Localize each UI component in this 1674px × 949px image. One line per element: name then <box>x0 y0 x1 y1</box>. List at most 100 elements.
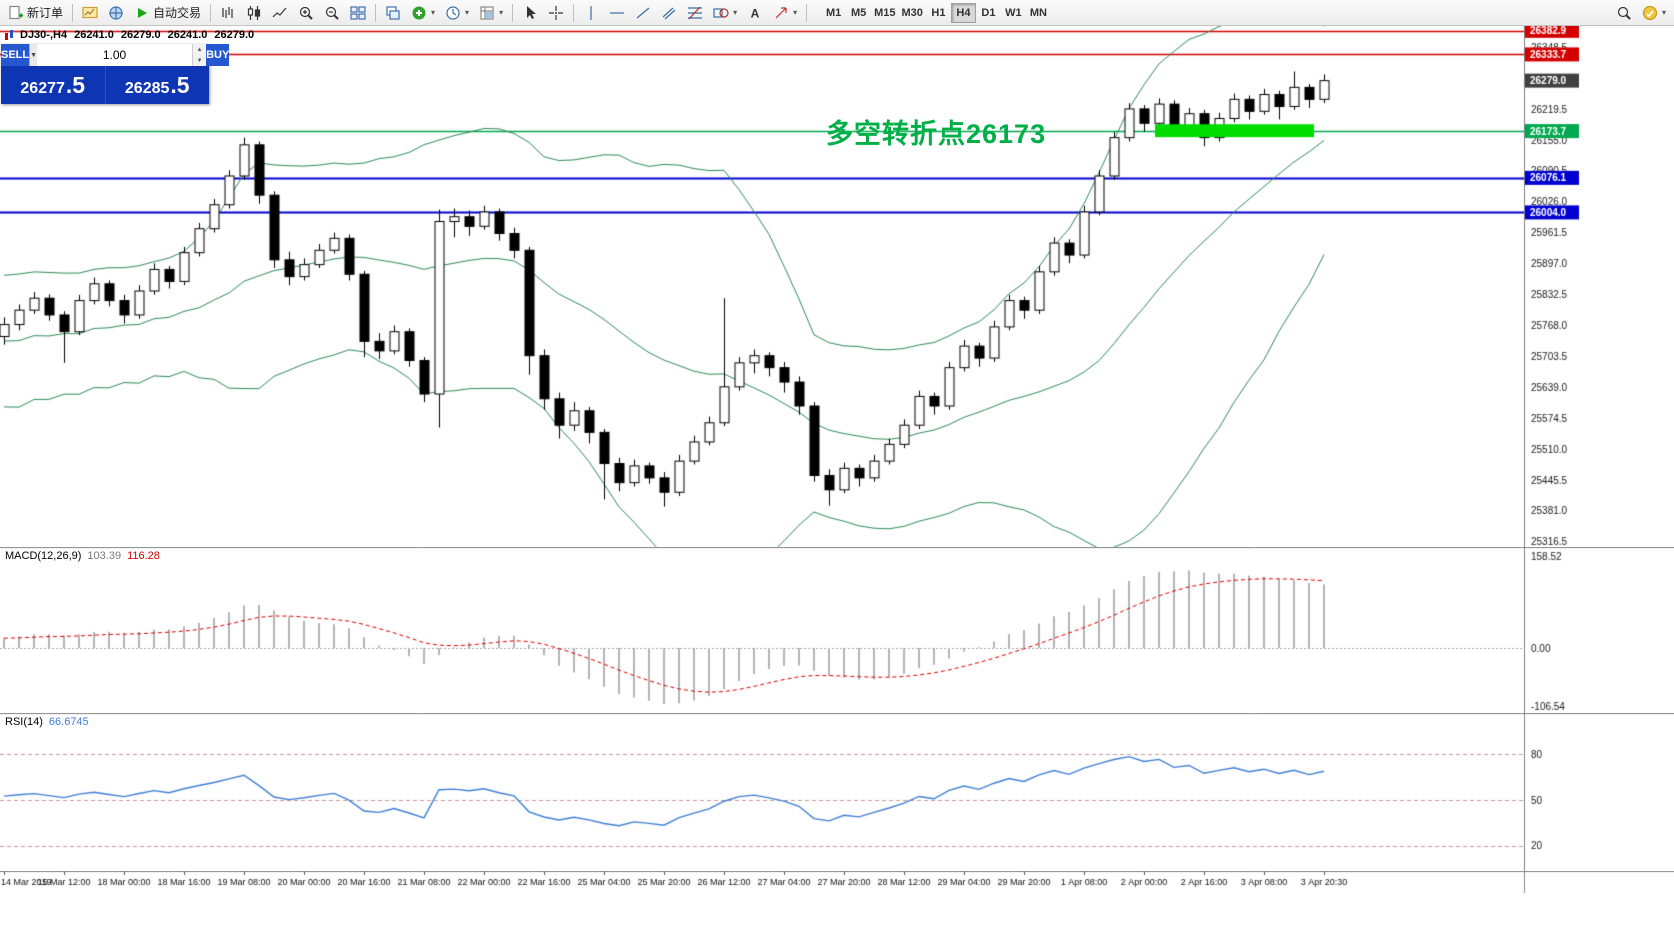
ohlc-high: 26279.0 <box>120 29 161 41</box>
crosshair-icon <box>549 5 564 20</box>
auto-trading-button[interactable]: 自动交易 <box>129 2 206 24</box>
toolbar-separator <box>806 3 808 22</box>
new-order-label: 新订单 <box>27 6 64 20</box>
volume-up-button[interactable]: ▲ <box>193 44 207 55</box>
time-axis-canvas[interactable] <box>0 871 1674 893</box>
arrows-button[interactable]: ▾ <box>768 2 802 24</box>
macd-canvas[interactable] <box>0 547 1674 713</box>
symbol-period-label: DJ30-,H4 <box>20 29 68 41</box>
timeframe-h4-button[interactable]: H4 <box>950 2 976 23</box>
buy-price-button[interactable]: 26285 .5 <box>104 66 210 104</box>
horizontal-line-button[interactable] <box>604 2 630 24</box>
macd-main-value: 103.39 <box>87 550 122 562</box>
rsi-canvas[interactable] <box>0 713 1674 871</box>
zoom-in-icon <box>299 6 313 20</box>
trade-options-dropdown[interactable]: ▼ <box>29 44 38 66</box>
shapes-button[interactable]: ▾ <box>708 2 742 24</box>
rsi-panel: RSI(14) 66.6745 <box>0 713 1674 871</box>
sell-price-button[interactable]: 26277 .5 <box>1 66 105 104</box>
profiles-button[interactable] <box>103 2 129 24</box>
shapes-icon <box>713 7 729 18</box>
price-chart-canvas[interactable] <box>0 26 1674 547</box>
cursor-icon <box>527 5 537 19</box>
line-chart-icon <box>272 7 287 17</box>
chevron-down-icon: ▾ <box>465 8 470 17</box>
tile-windows-button[interactable] <box>345 2 371 24</box>
new-order-icon <box>9 5 23 19</box>
community-button[interactable]: ▾ <box>1637 2 1671 24</box>
sell-button[interactable]: SELL <box>1 44 30 66</box>
chart-header: DJ30-,H4 26241.0 26279.0 26241.0 26279.0 <box>4 29 256 41</box>
profiles-icon <box>109 5 123 20</box>
buy-price-main: 26285 <box>124 80 170 97</box>
toolbar-separator <box>210 3 212 22</box>
one-click-trading-panel: SELL ▼ ▲ ▼ BUY 26277 .5 26285 .5 <box>1 44 230 104</box>
chevron-down-icon: ▾ <box>1661 8 1666 17</box>
timeframe-d1-button[interactable]: D1 <box>976 3 1001 23</box>
toolbar-separator <box>573 3 575 22</box>
chevron-down-icon: ▾ <box>733 8 738 17</box>
volume-spinner: ▲ ▼ <box>192 44 207 66</box>
arrow-icon <box>775 6 787 18</box>
timeframe-m15-button[interactable]: M15 <box>871 3 898 23</box>
play-icon <box>138 7 148 18</box>
timeframe-m5-button[interactable]: M5 <box>846 3 871 23</box>
macd-panel: MACD(12,26,9) 103.39 116.28 <box>0 547 1674 713</box>
timeframe-h1-button[interactable]: H1 <box>926 3 951 23</box>
ohlc-low: 26241.0 <box>167 29 208 41</box>
community-icon <box>1642 5 1658 20</box>
new-chart-button[interactable] <box>77 2 103 24</box>
buy-button[interactable]: BUY <box>206 44 230 66</box>
candlestick-icon <box>247 5 261 20</box>
candlestick-mode-button[interactable] <box>241 2 267 24</box>
zoom-out-button[interactable] <box>319 2 345 24</box>
ohlc-open: 26241.0 <box>74 29 114 41</box>
templates-button[interactable]: ▾ <box>474 2 508 24</box>
rsi-name: RSI(14) <box>5 716 43 728</box>
tile-windows-icon <box>350 5 366 20</box>
zoom-out-icon <box>325 6 339 20</box>
trendline-button[interactable] <box>630 2 656 24</box>
sell-price-main: 26277 <box>20 80 65 97</box>
macd-label: MACD(12,26,9) 103.39 116.28 <box>5 550 160 562</box>
pivot-annotation-text: 多空转折点26173 <box>826 119 1047 149</box>
periods-button[interactable]: ▾ <box>440 2 474 24</box>
volume-down-button[interactable]: ▼ <box>193 55 207 66</box>
timeframe-mn-button[interactable]: MN <box>1026 3 1051 23</box>
text-label-button[interactable]: A <box>742 2 768 24</box>
timeframe-m30-button[interactable]: M30 <box>899 3 926 23</box>
volume-input[interactable] <box>37 44 193 66</box>
zoom-in-button[interactable] <box>293 2 319 24</box>
new-order-button[interactable]: 新订单 <box>3 2 68 24</box>
text-icon: A <box>751 6 760 20</box>
crosshair-button[interactable] <box>543 2 569 24</box>
vertical-line-button[interactable] <box>578 2 604 24</box>
clock-icon <box>446 5 460 20</box>
cascade-windows-button[interactable] <box>380 2 406 24</box>
chevron-down-icon: ▾ <box>431 8 436 17</box>
trendline-icon <box>636 7 650 18</box>
macd-name: MACD(12,26,9) <box>5 550 82 562</box>
time-axis <box>0 871 1674 893</box>
indicators-plus-icon <box>412 6 426 19</box>
toolbar: 新订单 自动交易 ▾ ▾ ▾ <box>0 0 1674 26</box>
indicators-button[interactable]: ▾ <box>406 2 440 24</box>
line-chart-mode-button[interactable] <box>267 2 293 24</box>
timeframe-w1-button[interactable]: W1 <box>1001 3 1026 23</box>
cursor-button[interactable] <box>517 2 543 24</box>
search-button[interactable] <box>1611 2 1637 24</box>
timeframe-m1-button[interactable]: M1 <box>821 3 846 23</box>
cascade-windows-icon <box>386 5 400 20</box>
chevron-down-icon: ▾ <box>499 8 504 17</box>
new-chart-icon <box>82 6 98 18</box>
chevron-down-icon: ▾ <box>793 8 798 17</box>
template-icon <box>480 5 494 20</box>
search-icon <box>1617 6 1631 20</box>
rsi-label: RSI(14) 66.6745 <box>5 716 89 728</box>
rsi-value: 66.6745 <box>48 716 89 728</box>
bar-chart-mode-button[interactable] <box>215 2 241 24</box>
fibonacci-button[interactable] <box>682 2 708 24</box>
channel-button[interactable] <box>656 2 682 24</box>
trade-panel-prices: 26277 .5 26285 .5 <box>1 66 209 104</box>
